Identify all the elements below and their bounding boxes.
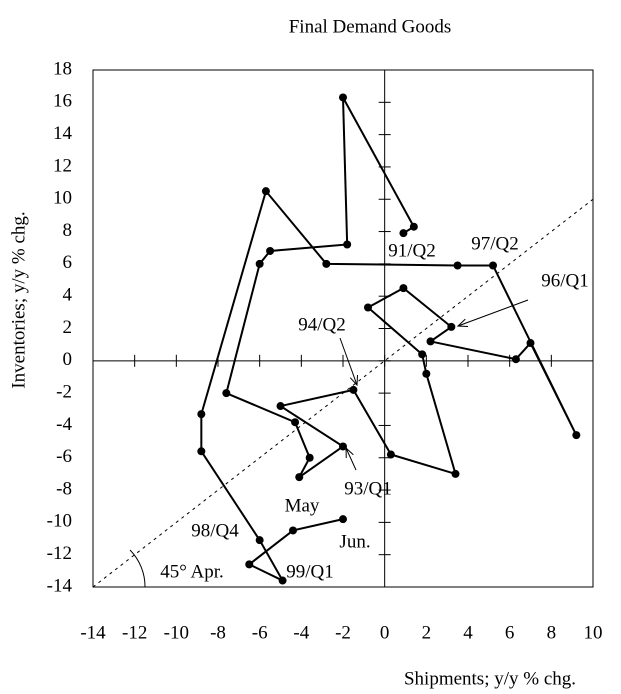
data-point xyxy=(261,187,270,196)
y-tick-label: 4 xyxy=(63,285,73,306)
y-tick-label: -14 xyxy=(47,575,73,596)
annotation: 45° Apr. xyxy=(160,561,224,582)
data-point xyxy=(222,389,231,398)
annotation: 93/Q1 xyxy=(344,478,392,499)
y-tick-label: 0 xyxy=(63,349,73,370)
annotation: 99/Q1 xyxy=(286,561,334,582)
y-tick-label: -2 xyxy=(56,381,72,402)
annotation: Jun. xyxy=(339,531,370,552)
data-point xyxy=(322,259,331,268)
data-point xyxy=(418,350,427,359)
data-point xyxy=(197,447,206,456)
data-point xyxy=(409,222,418,231)
data-point xyxy=(289,526,297,535)
series-line xyxy=(200,96,578,583)
data-point xyxy=(245,560,254,569)
arrow-head xyxy=(345,446,354,459)
data-point xyxy=(255,259,264,268)
data-point xyxy=(291,418,300,427)
data-point xyxy=(339,93,347,102)
x-tick-label: 10 xyxy=(584,622,603,643)
annotation: 94/Q2 xyxy=(298,314,346,335)
data-point xyxy=(399,229,408,238)
x-tick-label: -14 xyxy=(80,622,106,643)
data-point xyxy=(451,469,460,478)
x-tick-label: -12 xyxy=(122,622,147,643)
x-tick-label: -2 xyxy=(335,622,351,643)
annotation: 96/Q1 xyxy=(541,270,589,291)
data-point xyxy=(511,355,520,364)
x-tick-label: 0 xyxy=(380,622,390,643)
data-point xyxy=(339,442,347,451)
y-tick-label: 6 xyxy=(63,252,73,273)
data-point xyxy=(364,303,372,312)
x-tick-label: 4 xyxy=(463,622,473,643)
arrow-head xyxy=(456,318,469,327)
x-tick-label: 6 xyxy=(505,622,515,643)
x-tick-label: -8 xyxy=(210,622,226,643)
data-point xyxy=(386,450,395,459)
y-tick-label: 14 xyxy=(53,123,73,144)
data-point xyxy=(276,402,285,411)
data-point xyxy=(295,473,304,482)
y-tick-label: 2 xyxy=(63,317,73,338)
x-tick-label: -10 xyxy=(164,622,189,643)
y-tick-label: 10 xyxy=(53,188,72,209)
data-point xyxy=(489,261,497,270)
data-point xyxy=(278,576,287,585)
annotation-arrow xyxy=(457,299,529,327)
data-point xyxy=(426,337,435,346)
data-point xyxy=(255,536,264,545)
annotation: 91/Q2 xyxy=(388,240,436,261)
data-point xyxy=(339,515,347,524)
x-tick-label: -6 xyxy=(252,622,268,643)
x-axis-label: Shipments; y/y % chg. xyxy=(404,668,576,689)
data-point xyxy=(526,339,535,348)
angle-arc xyxy=(129,549,146,588)
y-tick-label: -10 xyxy=(47,511,72,532)
data-point xyxy=(305,453,314,462)
data-point xyxy=(343,240,352,249)
data-point xyxy=(349,385,358,394)
data-point xyxy=(572,431,581,440)
y-tick-label: -6 xyxy=(56,446,72,467)
y-tick-label: 8 xyxy=(63,220,73,241)
x-tick-label: -4 xyxy=(293,622,309,643)
y-tick-label: 16 xyxy=(53,91,72,112)
plot-frame xyxy=(92,69,594,588)
arrow-head xyxy=(349,374,359,387)
y-tick-label: -8 xyxy=(56,478,72,499)
y-axis-label: Inventories; y/y % chg. xyxy=(8,211,29,388)
x-tick-label: 2 xyxy=(422,622,432,643)
annotation-arrow xyxy=(345,447,357,471)
y-tick-label: -4 xyxy=(56,414,72,435)
y-tick-label: 12 xyxy=(53,155,72,176)
x-tick-label: 8 xyxy=(547,622,557,643)
annotation: 98/Q4 xyxy=(191,520,239,541)
annotation-arrow xyxy=(339,337,358,386)
y-tick-label: 18 xyxy=(53,58,72,79)
y-tick-label: -12 xyxy=(47,543,72,564)
chart-title: Final Demand Goods xyxy=(289,16,452,37)
data-point xyxy=(266,246,275,255)
data-point xyxy=(422,369,431,378)
annotation: 97/Q2 xyxy=(471,233,519,254)
annotation: May xyxy=(285,495,320,516)
data-point xyxy=(399,284,408,293)
data-point xyxy=(197,410,206,419)
data-point xyxy=(453,261,462,270)
data-point xyxy=(447,322,456,331)
